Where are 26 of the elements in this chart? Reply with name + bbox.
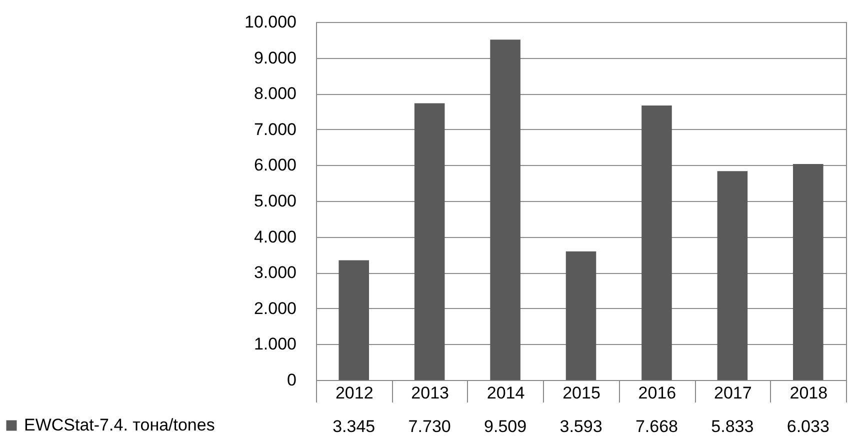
x-tick-label: 2013 <box>411 384 449 402</box>
y-tick-label: 7.000 <box>254 120 296 139</box>
data-label: 3.593 <box>560 417 602 436</box>
y-tick-label: 2.000 <box>254 298 296 318</box>
y-tick-label: 6.000 <box>254 156 296 175</box>
data-label: 5.833 <box>711 417 754 436</box>
y-tick-label: 5.000 <box>254 192 296 210</box>
x-tick-label: 2014 <box>486 384 525 402</box>
x-tick-label: 2012 <box>335 384 374 402</box>
legend-label: EWCStat-7.4. тона/tones <box>24 416 215 434</box>
y-tick-label: 4.000 <box>254 227 296 246</box>
data-label: 9.509 <box>484 417 527 436</box>
data-label: 7.730 <box>408 417 451 436</box>
y-tick-label: 9.000 <box>254 48 296 68</box>
y-tick-label: 0 <box>287 370 296 390</box>
x-tick-label: 2016 <box>638 384 676 402</box>
y-tick-label: 10.000 <box>244 12 296 32</box>
y-tick-label: 8.000 <box>254 84 296 104</box>
x-tick-label: 2015 <box>562 384 600 402</box>
data-label: 3.345 <box>332 417 376 436</box>
x-tick-label: 2017 <box>714 384 752 402</box>
data-label: 6.033 <box>786 417 830 436</box>
data-label: 7.668 <box>635 417 678 436</box>
y-tick-label: 1.000 <box>254 334 296 354</box>
y-tick-label: 3.000 <box>254 263 296 282</box>
x-tick-label: 2018 <box>790 384 828 402</box>
